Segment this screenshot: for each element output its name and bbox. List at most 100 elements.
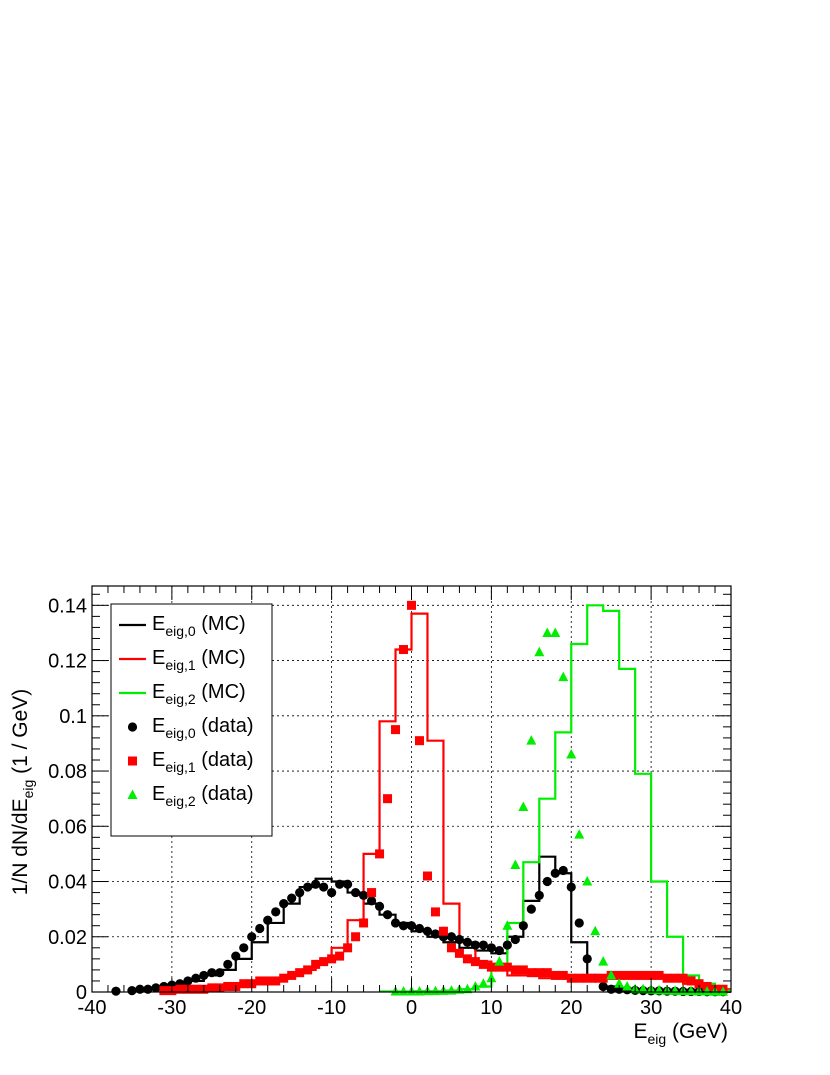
data-point bbox=[582, 973, 592, 983]
data-point bbox=[287, 970, 297, 980]
data-point bbox=[430, 929, 441, 939]
data-point bbox=[359, 918, 369, 928]
data-point bbox=[550, 868, 560, 878]
data-point bbox=[391, 725, 401, 735]
data-point bbox=[191, 973, 201, 983]
data-point bbox=[678, 973, 688, 983]
data-point bbox=[598, 973, 608, 983]
data-point bbox=[582, 876, 593, 886]
data-point bbox=[590, 925, 601, 936]
data-point bbox=[111, 986, 121, 996]
y-tick-label: 0.1 bbox=[59, 706, 87, 728]
data-point bbox=[694, 979, 704, 989]
data-point bbox=[534, 968, 544, 978]
data-point bbox=[327, 887, 337, 898]
data-point bbox=[454, 948, 464, 958]
data-point bbox=[486, 972, 497, 983]
data-point bbox=[183, 976, 193, 986]
legend-label: Eeig,0 (MC) bbox=[152, 613, 246, 639]
data-point bbox=[542, 627, 553, 637]
data-point bbox=[319, 957, 329, 967]
legend-label: Eeig,1 (data) bbox=[152, 749, 254, 775]
legend-label-main: E bbox=[152, 783, 165, 805]
x-tick-label: -30 bbox=[157, 997, 186, 1019]
data-point bbox=[502, 940, 512, 950]
data-point bbox=[422, 871, 432, 881]
data-point bbox=[542, 968, 552, 978]
data-point bbox=[295, 968, 305, 978]
y-axis-title-main: 1/N dN/dE bbox=[9, 798, 32, 895]
x-tick-label: -10 bbox=[317, 997, 346, 1019]
data-point bbox=[215, 968, 225, 978]
y-axis-title-unit: (1 / GeV) bbox=[9, 689, 32, 780]
legend-label-suffix: (MC) bbox=[196, 681, 246, 703]
data-point bbox=[383, 794, 393, 804]
data-point bbox=[614, 978, 625, 988]
data-point bbox=[311, 959, 321, 969]
data-point bbox=[502, 920, 513, 930]
data-point bbox=[375, 849, 385, 859]
data-point bbox=[223, 959, 233, 969]
data-point bbox=[558, 970, 568, 980]
data-point bbox=[446, 943, 456, 953]
x-tick-label: 30 bbox=[640, 997, 662, 1019]
data-point bbox=[382, 910, 393, 920]
data-point bbox=[430, 907, 440, 917]
legend-label-suffix: (data) bbox=[196, 715, 254, 737]
data-point bbox=[287, 893, 297, 903]
legend-marker-symbol bbox=[128, 756, 137, 766]
legend-entry-2: Eeig,2 (MC) bbox=[119, 681, 246, 707]
legend-label-main: E bbox=[152, 613, 165, 635]
data-point bbox=[191, 984, 201, 994]
data-point bbox=[223, 981, 233, 991]
data-point bbox=[279, 973, 289, 983]
data-point bbox=[478, 940, 488, 950]
data-point bbox=[718, 986, 729, 996]
data-point bbox=[630, 970, 640, 980]
legend-entry-1: Eeig,1 (MC) bbox=[119, 647, 246, 673]
data-point bbox=[462, 983, 473, 994]
data-point bbox=[646, 970, 656, 980]
data-point bbox=[574, 973, 584, 983]
legend-label-main: E bbox=[152, 749, 165, 771]
legend-label: Eeig,1 (MC) bbox=[152, 647, 246, 673]
data-point bbox=[263, 976, 273, 986]
x-axis-title-sub: eig bbox=[647, 1031, 666, 1047]
x-tick-label: 40 bbox=[720, 997, 742, 1019]
data-point bbox=[255, 923, 265, 934]
data-point bbox=[462, 937, 473, 947]
legend-label-suffix: (MC) bbox=[196, 613, 246, 635]
data-point bbox=[311, 879, 321, 889]
y-axis-title: 1/N dN/dEeig (1 / GeV) bbox=[9, 689, 36, 896]
data-point bbox=[414, 985, 425, 996]
data-point bbox=[207, 968, 217, 978]
data-point bbox=[374, 901, 385, 911]
data-point bbox=[518, 965, 528, 975]
data-point bbox=[510, 934, 520, 945]
y-tick-label: 0 bbox=[76, 982, 87, 1004]
data-point bbox=[470, 957, 480, 967]
data-point bbox=[231, 951, 241, 961]
data-point bbox=[398, 921, 409, 931]
data-point bbox=[295, 887, 305, 898]
data-point bbox=[494, 945, 504, 956]
data-point bbox=[414, 736, 424, 746]
legend-label-sub: eig,1 bbox=[165, 657, 196, 673]
data-point bbox=[534, 646, 545, 657]
legend-label-main: E bbox=[152, 681, 165, 703]
data-point bbox=[670, 973, 680, 983]
data-point bbox=[343, 943, 353, 953]
legend-label: Eeig,2 (MC) bbox=[152, 681, 246, 707]
data-point bbox=[335, 879, 345, 889]
legend-entry-0: Eeig,0 (MC) bbox=[119, 613, 246, 639]
legend-label-suffix: (MC) bbox=[196, 647, 246, 669]
data-point bbox=[207, 983, 217, 993]
data-point bbox=[510, 965, 520, 975]
data-point bbox=[343, 879, 353, 889]
data-point bbox=[566, 748, 577, 759]
x-tick-label: 20 bbox=[560, 997, 582, 1019]
data-point bbox=[462, 954, 472, 964]
data-point bbox=[622, 980, 633, 991]
